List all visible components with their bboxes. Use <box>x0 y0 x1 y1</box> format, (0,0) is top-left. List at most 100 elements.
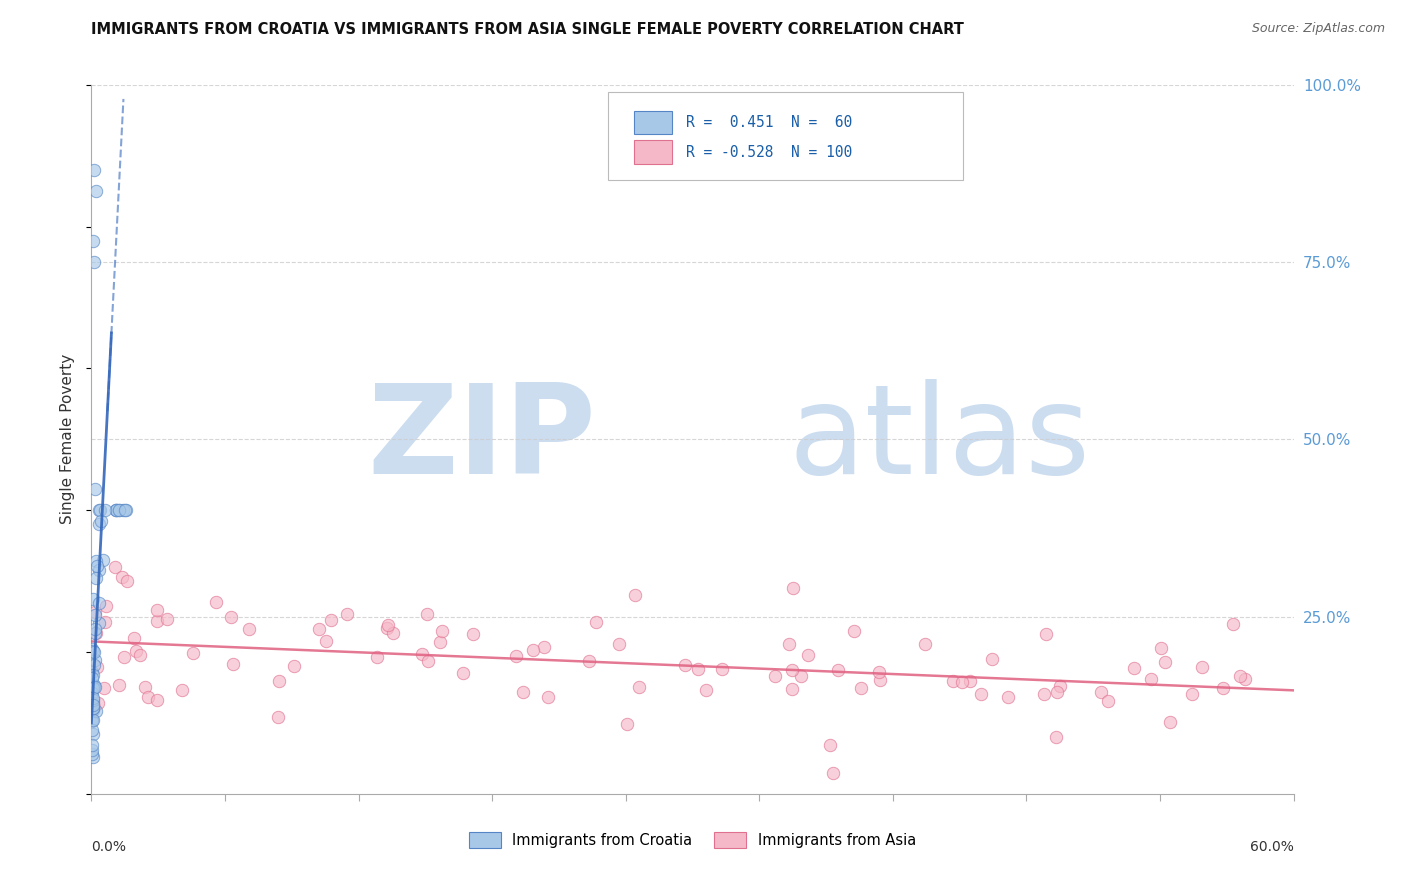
Text: 0.0%: 0.0% <box>91 840 127 854</box>
Point <box>780 681 803 696</box>
Point <box>82 591 104 606</box>
Point <box>673 657 696 672</box>
Point <box>336 607 359 622</box>
Point <box>136 690 159 705</box>
Point <box>84 482 107 496</box>
Point <box>827 663 849 677</box>
Point <box>82 698 104 713</box>
Point <box>83 658 105 673</box>
Point <box>950 675 973 690</box>
Point <box>80 738 103 752</box>
FancyBboxPatch shape <box>609 92 963 180</box>
Point <box>112 649 135 664</box>
Point <box>83 700 105 714</box>
Point <box>820 738 842 752</box>
Point <box>82 681 104 695</box>
Point <box>114 503 136 517</box>
Point <box>269 673 291 688</box>
Point <box>111 570 134 584</box>
Point <box>93 681 115 695</box>
Point <box>145 693 167 707</box>
Point <box>82 713 104 727</box>
Point <box>82 701 104 715</box>
Point <box>1140 672 1163 686</box>
Point <box>959 673 981 688</box>
Point <box>267 710 290 724</box>
Point <box>83 653 105 667</box>
Point <box>87 563 110 577</box>
Point <box>111 503 134 517</box>
Point <box>416 654 439 668</box>
Point <box>416 607 439 622</box>
Point <box>1212 681 1234 695</box>
Point <box>1097 694 1119 708</box>
Point <box>537 690 560 705</box>
Point <box>104 503 127 517</box>
Point <box>87 596 110 610</box>
Point <box>1181 687 1204 701</box>
Point <box>782 581 804 595</box>
Point <box>82 714 104 728</box>
Point <box>366 650 388 665</box>
Point <box>82 644 104 658</box>
Point <box>430 624 453 639</box>
Point <box>82 693 104 707</box>
Point <box>104 503 127 517</box>
Point <box>84 571 107 585</box>
Point <box>969 687 991 701</box>
Point <box>686 662 709 676</box>
Point <box>868 665 890 679</box>
Point <box>87 616 110 631</box>
Point <box>321 613 343 627</box>
Text: atlas: atlas <box>789 379 1091 500</box>
Point <box>1149 641 1171 656</box>
Point <box>86 558 108 573</box>
Point <box>219 610 242 624</box>
Point <box>93 503 115 517</box>
Point <box>780 664 803 678</box>
Point <box>375 621 398 635</box>
Point <box>308 622 330 636</box>
Point <box>1154 655 1177 669</box>
Point <box>170 682 193 697</box>
Point <box>628 680 651 694</box>
Point <box>1033 687 1056 701</box>
Point <box>1046 685 1069 699</box>
Point <box>83 680 105 694</box>
Point <box>522 643 544 657</box>
Point <box>82 727 104 741</box>
Point <box>1045 730 1067 744</box>
Point <box>108 503 131 517</box>
Point <box>463 627 485 641</box>
Text: 60.0%: 60.0% <box>1250 840 1294 854</box>
Point <box>128 648 150 662</box>
Point <box>84 605 107 619</box>
Point <box>609 637 631 651</box>
Point <box>84 554 107 568</box>
Point <box>89 503 111 517</box>
Point <box>997 690 1019 705</box>
Point <box>381 626 404 640</box>
Point <box>80 723 103 737</box>
Point <box>238 622 260 636</box>
Point <box>82 703 104 717</box>
Point <box>124 632 146 646</box>
Point <box>90 514 112 528</box>
Point <box>83 625 105 640</box>
Point <box>89 517 111 532</box>
Point <box>1229 669 1251 683</box>
Point <box>83 680 105 694</box>
Point <box>1123 661 1146 675</box>
Point <box>156 612 179 626</box>
Point <box>84 704 107 718</box>
Point <box>83 255 105 269</box>
Point <box>82 697 104 711</box>
Point <box>87 696 110 710</box>
Bar <box>634 111 672 134</box>
Point <box>114 503 136 517</box>
Point <box>86 184 108 198</box>
Point <box>821 765 844 780</box>
Text: R =  0.451  N =  60: R = 0.451 N = 60 <box>686 115 852 130</box>
Text: R = -0.528  N = 100: R = -0.528 N = 100 <box>686 145 852 160</box>
Point <box>83 645 105 659</box>
